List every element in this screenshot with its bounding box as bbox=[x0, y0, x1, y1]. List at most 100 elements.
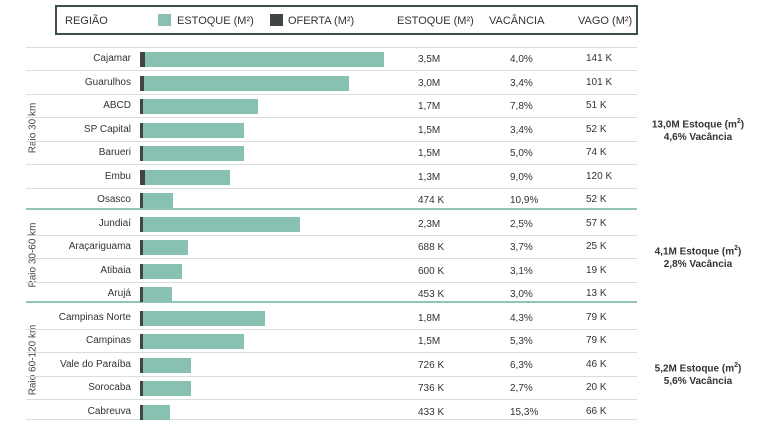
row-separator bbox=[26, 140, 637, 142]
summary-sup: 2 bbox=[734, 362, 739, 369]
summary-estoque-prefix: 5,2M Estoque (m bbox=[654, 363, 735, 375]
estoque-value: 453 K bbox=[418, 289, 445, 300]
summary-sup: 2 bbox=[736, 118, 741, 125]
summary-estoque-prefix: 4,1M Estoque (m bbox=[654, 246, 735, 258]
summary-estoque-suffix: ) bbox=[740, 119, 745, 131]
bar-oferta bbox=[140, 263, 143, 279]
bar-estoque bbox=[140, 240, 188, 255]
category-label: Cabreuva bbox=[87, 405, 131, 417]
legend-oferta-swatch bbox=[270, 14, 283, 26]
bar-estoque bbox=[140, 193, 173, 208]
bar-oferta bbox=[140, 381, 143, 396]
bar-oferta bbox=[140, 216, 143, 232]
vacancia-value: 3,4% bbox=[510, 77, 533, 89]
bar-estoque bbox=[140, 75, 349, 91]
bar-estoque bbox=[140, 146, 245, 161]
vago-value: 25 K bbox=[586, 241, 607, 252]
summary-estoque-suffix: ) bbox=[738, 363, 742, 375]
estoque-value: 688 K bbox=[418, 242, 445, 253]
group-label-raio-60-120: Raio 60-120 km bbox=[27, 324, 39, 396]
row-separator bbox=[26, 352, 637, 353]
category-label: Vale do Paraíba bbox=[60, 358, 131, 370]
category-label: Jundiaí bbox=[98, 217, 131, 229]
vago-value: 57 K bbox=[586, 217, 607, 229]
category-label: Araçariguama bbox=[68, 241, 131, 252]
row-separator bbox=[26, 375, 637, 377]
estoque-value: 1,7M bbox=[418, 101, 441, 112]
category-label: Campinas bbox=[85, 335, 131, 346]
bar-estoque bbox=[140, 99, 259, 114]
estoque-value: 474 K bbox=[418, 195, 445, 206]
vacancia-value: 3,1% bbox=[510, 265, 533, 277]
table-header: REGIÃO ESTOQUE (M²) OFERTA (M²) ESTOQUE … bbox=[55, 5, 638, 35]
table-bottom-rule bbox=[26, 419, 637, 420]
table-top-rule bbox=[26, 47, 637, 48]
row-separator bbox=[26, 328, 637, 330]
vago-value: 19 K bbox=[586, 264, 607, 276]
estoque-value: 726 K bbox=[418, 359, 445, 371]
bar-oferta bbox=[140, 52, 146, 67]
vacancia-value: 9,0% bbox=[510, 171, 533, 183]
bar-estoque bbox=[140, 52, 384, 67]
row-separator bbox=[26, 117, 637, 118]
bar-oferta bbox=[140, 99, 143, 114]
summary-vacancia: 5,6% Vacância bbox=[663, 376, 733, 388]
group-separator-1 bbox=[26, 208, 637, 210]
estoque-value: 433 K bbox=[418, 406, 445, 418]
legend-oferta-label: OFERTA (M²) bbox=[288, 15, 355, 27]
group-separator-2 bbox=[26, 301, 637, 303]
group-summary-raio-30: 13,0M Estoque (m2) 4,6% Vacância bbox=[648, 115, 748, 144]
bar-oferta bbox=[140, 310, 144, 326]
header-vago: VAGO (M²) bbox=[578, 15, 633, 27]
vacancia-value: 4,3% bbox=[510, 312, 533, 324]
row-separator bbox=[26, 258, 637, 259]
category-label: ABCD bbox=[103, 100, 131, 111]
category-label: SP Capital bbox=[83, 123, 131, 135]
vago-value: 13 K bbox=[586, 288, 607, 299]
bar-estoque bbox=[140, 216, 301, 232]
vacancia-value: 2,5% bbox=[510, 218, 533, 230]
bar-oferta bbox=[140, 146, 143, 161]
group-label-raio-30: Raio 30 km bbox=[27, 102, 39, 154]
bar-estoque bbox=[140, 310, 266, 326]
row-separator bbox=[26, 93, 637, 95]
category-label: Atibaia bbox=[100, 264, 131, 276]
bar-oferta bbox=[140, 122, 143, 138]
row-separator bbox=[26, 70, 637, 71]
bar-oferta bbox=[140, 357, 143, 373]
vacancia-value: 3,7% bbox=[510, 242, 533, 253]
category-label: Cajamar bbox=[93, 53, 131, 64]
summary-vacancia: 4,6% Vacância bbox=[663, 132, 733, 144]
vago-value: 79 K bbox=[586, 311, 607, 323]
bar-estoque bbox=[140, 404, 171, 420]
group-summary-raio-60-120: 5,2M Estoque (m2) 5,6% Vacância bbox=[648, 359, 748, 388]
bar-estoque bbox=[140, 381, 192, 396]
category-label: Osasco bbox=[97, 194, 131, 205]
bar-oferta bbox=[140, 240, 143, 255]
header-region: REGIÃO bbox=[65, 15, 108, 27]
category-label: Sorocaba bbox=[88, 382, 131, 393]
vacancia-value: 4,0% bbox=[510, 54, 533, 65]
vacancia-value: 5,3% bbox=[510, 336, 533, 347]
group-summary-raio-30-60: 4,1M Estoque (m2) 2,8% Vacância bbox=[648, 242, 748, 271]
bar-estoque bbox=[140, 287, 172, 302]
row-separator bbox=[26, 399, 637, 400]
vago-value: 74 K bbox=[586, 147, 607, 158]
vago-value: 101 K bbox=[586, 76, 613, 88]
estoque-value: 1,8M bbox=[418, 312, 441, 324]
summary-estoque-suffix: ) bbox=[738, 246, 742, 258]
vago-value: 52 K bbox=[586, 123, 607, 135]
vacancia-value: 5,0% bbox=[510, 148, 533, 159]
estoque-value: 3,0M bbox=[418, 77, 441, 89]
summary-sup: 2 bbox=[734, 245, 739, 252]
category-label: Embu bbox=[104, 170, 131, 182]
bar-oferta bbox=[140, 193, 143, 208]
legend-estoque-swatch bbox=[158, 14, 171, 26]
bar-estoque bbox=[140, 263, 182, 279]
row-separator bbox=[26, 281, 637, 283]
row-separator bbox=[26, 234, 637, 236]
bar-estoque bbox=[140, 122, 245, 138]
vago-value: 120 K bbox=[586, 170, 613, 182]
vacancia-value: 3,0% bbox=[510, 289, 533, 300]
estoque-value: 3,5M bbox=[418, 54, 441, 65]
